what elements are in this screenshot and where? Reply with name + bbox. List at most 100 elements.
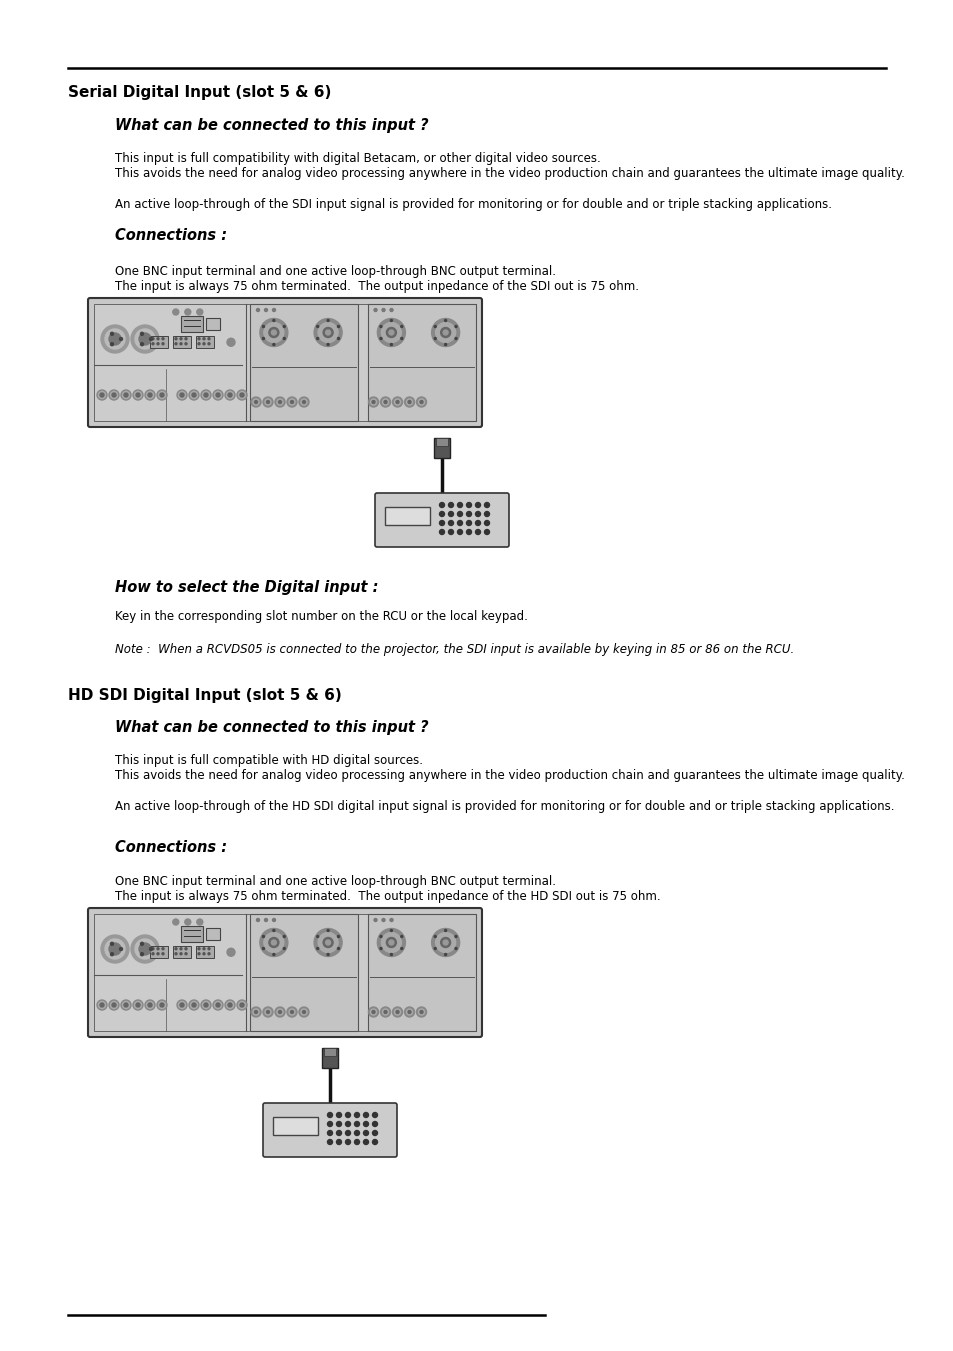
Text: Connections :: Connections : xyxy=(115,840,227,855)
Circle shape xyxy=(256,308,259,312)
Circle shape xyxy=(109,1000,119,1011)
Bar xyxy=(367,915,476,1031)
Circle shape xyxy=(301,1009,307,1015)
Circle shape xyxy=(105,939,125,959)
Circle shape xyxy=(273,319,274,322)
Circle shape xyxy=(336,1139,341,1144)
Circle shape xyxy=(448,520,453,526)
Circle shape xyxy=(379,947,381,950)
Circle shape xyxy=(121,390,131,400)
Circle shape xyxy=(152,343,153,345)
Circle shape xyxy=(457,520,462,526)
Circle shape xyxy=(112,1002,116,1006)
Circle shape xyxy=(150,947,152,951)
Circle shape xyxy=(213,390,223,400)
Circle shape xyxy=(419,400,422,404)
Circle shape xyxy=(276,1009,283,1015)
Bar xyxy=(252,979,356,989)
Circle shape xyxy=(370,399,376,405)
Circle shape xyxy=(97,390,107,400)
Circle shape xyxy=(180,338,182,339)
Circle shape xyxy=(139,332,151,345)
Circle shape xyxy=(266,400,269,404)
Circle shape xyxy=(406,1009,412,1015)
Circle shape xyxy=(314,319,342,346)
Circle shape xyxy=(381,932,401,952)
Circle shape xyxy=(139,943,151,955)
Circle shape xyxy=(327,1131,333,1135)
Bar xyxy=(369,979,474,989)
Bar xyxy=(206,317,219,330)
Circle shape xyxy=(355,1131,359,1135)
Circle shape xyxy=(180,952,182,955)
Bar xyxy=(322,1048,337,1069)
Text: Connections :: Connections : xyxy=(115,228,227,243)
Circle shape xyxy=(253,399,258,405)
Circle shape xyxy=(372,1139,377,1144)
Text: This avoids the need for analog video processing anywhere in the video productio: This avoids the need for analog video pr… xyxy=(115,769,904,782)
Circle shape xyxy=(345,1112,350,1117)
Circle shape xyxy=(363,1139,368,1144)
Circle shape xyxy=(418,1009,424,1015)
Circle shape xyxy=(98,1001,106,1008)
Bar xyxy=(172,336,191,347)
Circle shape xyxy=(119,338,122,340)
Circle shape xyxy=(162,343,164,345)
Circle shape xyxy=(259,928,288,957)
Circle shape xyxy=(215,393,220,397)
Circle shape xyxy=(317,323,337,343)
Circle shape xyxy=(323,327,333,338)
Circle shape xyxy=(363,1131,368,1135)
Circle shape xyxy=(134,1001,141,1008)
Circle shape xyxy=(225,390,234,400)
Circle shape xyxy=(227,948,234,957)
Circle shape xyxy=(204,1002,208,1006)
Circle shape xyxy=(228,1002,232,1006)
Circle shape xyxy=(400,935,402,938)
Circle shape xyxy=(368,1006,378,1017)
Circle shape xyxy=(475,520,480,526)
Circle shape xyxy=(208,948,210,950)
Circle shape xyxy=(278,400,281,404)
Circle shape xyxy=(111,343,113,346)
Circle shape xyxy=(475,530,480,535)
Circle shape xyxy=(455,326,456,327)
Circle shape xyxy=(323,938,333,947)
Circle shape xyxy=(174,948,177,950)
Circle shape xyxy=(135,330,154,349)
Circle shape xyxy=(374,308,376,312)
Circle shape xyxy=(400,338,402,339)
Circle shape xyxy=(256,919,259,921)
Circle shape xyxy=(269,327,278,338)
Bar xyxy=(367,304,476,422)
Circle shape xyxy=(337,947,339,950)
Circle shape xyxy=(180,343,182,345)
Circle shape xyxy=(208,338,210,339)
Circle shape xyxy=(466,503,471,508)
Circle shape xyxy=(316,947,318,950)
Bar xyxy=(195,946,213,958)
Circle shape xyxy=(377,319,405,346)
Circle shape xyxy=(111,1001,117,1008)
FancyBboxPatch shape xyxy=(88,299,481,427)
Circle shape xyxy=(265,1009,271,1015)
Circle shape xyxy=(316,338,318,339)
Circle shape xyxy=(444,319,446,322)
Circle shape xyxy=(203,948,205,950)
Circle shape xyxy=(121,1000,131,1011)
Circle shape xyxy=(253,1009,258,1015)
Circle shape xyxy=(131,326,159,353)
Circle shape xyxy=(444,343,446,346)
Circle shape xyxy=(215,1002,220,1006)
Circle shape xyxy=(131,935,159,963)
Circle shape xyxy=(390,343,392,346)
Text: One BNC input terminal and one active loop-through BNC output terminal.: One BNC input terminal and one active lo… xyxy=(115,875,556,888)
Circle shape xyxy=(172,309,178,315)
Circle shape xyxy=(392,1006,402,1017)
Circle shape xyxy=(273,919,275,921)
Circle shape xyxy=(386,938,395,947)
Circle shape xyxy=(240,1002,244,1006)
Circle shape xyxy=(196,309,203,315)
Circle shape xyxy=(434,338,436,339)
Circle shape xyxy=(185,338,187,339)
